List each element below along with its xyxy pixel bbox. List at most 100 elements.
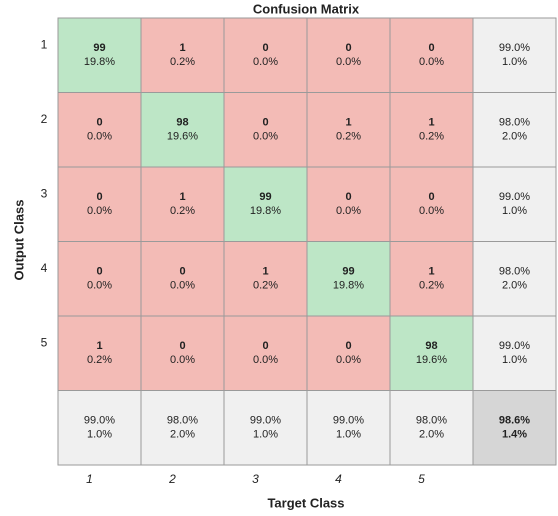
col-incorrect: 1.0% — [336, 429, 361, 441]
cell-percent: 0.0% — [336, 354, 361, 366]
cell-count: 1 — [262, 266, 268, 278]
x-tick-label: 5 — [418, 472, 425, 486]
row-incorrect: 2.0% — [502, 280, 527, 292]
row-correct: 98.0% — [499, 117, 530, 129]
cell — [389, 166, 474, 242]
cell-percent: 0.0% — [87, 131, 112, 143]
cell-percent: 0.0% — [253, 131, 278, 143]
y-tick-label: 1 — [41, 37, 48, 51]
cell-percent: 0.0% — [253, 56, 278, 68]
cell — [57, 315, 142, 391]
cell — [223, 315, 308, 391]
col-incorrect: 1.0% — [87, 429, 112, 441]
y-tick-label: 4 — [41, 261, 48, 275]
col-incorrect: 1.0% — [253, 429, 278, 441]
cell — [306, 17, 391, 93]
cell — [140, 17, 225, 93]
cell — [306, 166, 391, 242]
cell — [306, 390, 391, 466]
cell-percent: 0.0% — [170, 354, 195, 366]
cell — [472, 92, 557, 168]
cell-count: 99 — [342, 266, 354, 278]
col-correct: 98.0% — [167, 415, 198, 427]
cell-percent: 19.8% — [84, 56, 115, 68]
cell — [389, 17, 474, 93]
row-correct: 99.0% — [499, 340, 530, 352]
cell-count: 0 — [262, 42, 268, 54]
cell-count: 1 — [96, 340, 102, 352]
cell-percent: 19.6% — [416, 354, 447, 366]
cell-count: 0 — [428, 191, 434, 203]
cell-percent: 0.2% — [170, 56, 195, 68]
cell-percent: 0.0% — [170, 280, 195, 292]
y-tick-label: 5 — [41, 335, 48, 349]
cell-count: 1 — [179, 42, 185, 54]
cell — [57, 17, 142, 93]
row-incorrect: 1.0% — [502, 56, 527, 68]
cell-count: 0 — [96, 266, 102, 278]
col-correct: 98.0% — [416, 415, 447, 427]
cell-percent: 0.2% — [253, 280, 278, 292]
cell-count: 98 — [176, 117, 188, 129]
cell-count: 0 — [428, 42, 434, 54]
y-tick-label: 2 — [41, 112, 48, 126]
cell-percent: 0.2% — [87, 354, 112, 366]
col-correct: 99.0% — [333, 415, 364, 427]
cell — [306, 92, 391, 168]
row-incorrect: 1.0% — [502, 354, 527, 366]
x-tick-label: 3 — [252, 472, 259, 486]
cell — [57, 241, 142, 317]
cell-percent: 0.0% — [419, 205, 444, 217]
cell-count: 0 — [96, 191, 102, 203]
row-correct: 98.0% — [499, 266, 530, 278]
cell — [57, 166, 142, 242]
cell — [306, 315, 391, 391]
cell — [223, 241, 308, 317]
row-incorrect: 1.0% — [502, 205, 527, 217]
overall-incorrect: 1.4% — [502, 429, 527, 441]
cell-percent: 0.2% — [419, 131, 444, 143]
col-incorrect: 2.0% — [170, 429, 195, 441]
cell-count: 0 — [96, 117, 102, 129]
cell-percent: 0.0% — [87, 280, 112, 292]
overall-correct: 98.6% — [499, 415, 530, 427]
x-tick-label: 1 — [86, 472, 93, 486]
cell — [472, 166, 557, 242]
row-correct: 99.0% — [499, 191, 530, 203]
cell — [57, 390, 142, 466]
y-axis-label: Output Class — [11, 200, 26, 281]
cell-count: 0 — [179, 340, 185, 352]
cell — [472, 390, 557, 466]
cell — [389, 315, 474, 391]
col-correct: 99.0% — [250, 415, 281, 427]
cell-percent: 19.6% — [167, 131, 198, 143]
cell — [140, 166, 225, 242]
cell-percent: 0.0% — [419, 56, 444, 68]
cell — [389, 241, 474, 317]
cell-count: 98 — [425, 340, 437, 352]
cell-count: 1 — [179, 191, 185, 203]
col-correct: 99.0% — [84, 415, 115, 427]
cell-percent: 19.8% — [250, 205, 281, 217]
cell-percent: 0.2% — [336, 131, 361, 143]
chart-title: Confusion Matrix — [253, 1, 360, 16]
y-tick-label: 3 — [41, 186, 48, 200]
cell-count: 99 — [93, 42, 105, 54]
cell — [472, 17, 557, 93]
cell — [223, 17, 308, 93]
row-correct: 99.0% — [499, 42, 530, 54]
cell-percent: 19.8% — [333, 280, 364, 292]
cell — [306, 241, 391, 317]
cell — [472, 241, 557, 317]
x-axis-label: Target Class — [267, 495, 344, 510]
cell — [472, 315, 557, 391]
cell-percent: 0.2% — [170, 205, 195, 217]
cell-count: 0 — [179, 266, 185, 278]
cell-percent: 0.0% — [336, 56, 361, 68]
cell-count: 1 — [428, 117, 434, 129]
x-tick-label: 2 — [168, 472, 176, 486]
cell-percent: 0.0% — [87, 205, 112, 217]
cell — [140, 92, 225, 168]
x-tick-label: 4 — [335, 472, 342, 486]
